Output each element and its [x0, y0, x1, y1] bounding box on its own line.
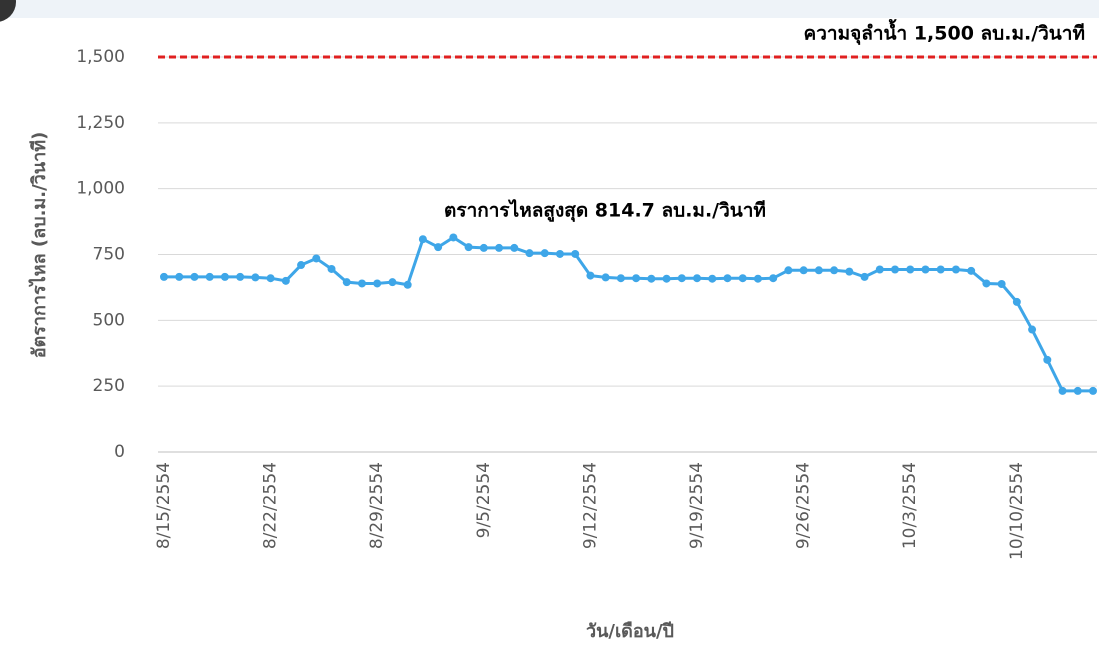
point	[1058, 386, 1067, 395]
x-tick-label: 9/5/2554	[474, 462, 494, 538]
point	[236, 272, 245, 281]
point	[357, 279, 366, 288]
point	[662, 274, 671, 283]
point	[555, 249, 564, 258]
x-tick-label: 8/15/2554	[154, 462, 174, 549]
point	[891, 265, 900, 274]
x-tick-label: 8/29/2554	[367, 462, 387, 549]
point	[403, 280, 412, 289]
point	[951, 265, 960, 274]
point	[586, 271, 595, 280]
point	[769, 274, 778, 283]
point	[830, 266, 839, 275]
point	[997, 279, 1006, 288]
point	[342, 278, 351, 287]
point	[510, 243, 519, 252]
annotation: ตราการไหลสูงสุด 814.7 ลบ.ม./วินาที	[444, 199, 766, 223]
point	[967, 266, 976, 275]
point	[921, 265, 930, 274]
y-tick-label: 250	[93, 376, 125, 396]
y-tick-label: 0	[114, 442, 125, 462]
x-axis-label: วัน/เดือน/ปี	[586, 621, 674, 642]
point	[693, 274, 702, 283]
line	[164, 235, 1093, 393]
point	[495, 243, 504, 252]
banner	[0, 0, 1099, 18]
point	[738, 274, 747, 283]
point	[723, 274, 732, 283]
point	[1028, 325, 1037, 334]
point	[906, 265, 915, 274]
y-tick-label: 1,500	[76, 47, 125, 67]
point	[251, 273, 260, 282]
point	[1043, 355, 1052, 364]
icon	[0, 0, 16, 22]
y-tick-label: 1,000	[76, 179, 125, 199]
point	[616, 274, 625, 283]
point	[677, 274, 686, 283]
point	[753, 274, 762, 283]
point	[160, 272, 168, 281]
point	[190, 272, 199, 281]
point	[1012, 297, 1021, 306]
y-tick-label: 500	[93, 310, 125, 330]
point	[540, 249, 549, 258]
point	[875, 265, 884, 274]
point	[464, 243, 473, 252]
y-tick-label: 750	[93, 245, 125, 265]
y-axis-label: อัตราการไหล (ลบ.ม./วินาที)	[28, 132, 50, 359]
x-tick-label: 10/10/2554	[1007, 462, 1027, 560]
point	[845, 267, 854, 276]
x-tick-label: 9/19/2554	[687, 462, 707, 549]
point	[297, 261, 306, 270]
point	[205, 272, 214, 281]
point	[175, 272, 184, 281]
reference-label: ความจุลำน้ำ 1,500 ลบ.ม./วินาที	[804, 19, 1085, 46]
point	[434, 243, 443, 252]
point	[281, 276, 290, 285]
point	[708, 274, 717, 283]
point	[936, 265, 945, 274]
x-tick-label: 9/12/2554	[580, 462, 600, 549]
point	[312, 254, 321, 263]
point	[571, 249, 580, 258]
point	[1073, 386, 1082, 395]
point	[449, 233, 458, 242]
point	[860, 272, 869, 281]
point	[525, 249, 534, 258]
point	[814, 266, 823, 275]
x-tick-label: 10/3/2554	[900, 462, 920, 549]
point	[220, 272, 229, 281]
y-tick-label: 1,250	[76, 113, 125, 133]
point	[784, 266, 793, 275]
point	[799, 266, 808, 275]
point	[327, 264, 336, 273]
point	[418, 235, 427, 244]
x-tick-label: 8/22/2554	[261, 462, 281, 549]
point	[601, 273, 610, 282]
point	[632, 274, 641, 283]
point	[266, 274, 275, 283]
x-tick-label: 9/26/2554	[794, 462, 814, 549]
point	[1089, 386, 1097, 395]
point	[982, 279, 991, 288]
point	[373, 279, 382, 288]
point	[647, 274, 656, 283]
point	[388, 278, 397, 287]
point	[479, 243, 488, 252]
